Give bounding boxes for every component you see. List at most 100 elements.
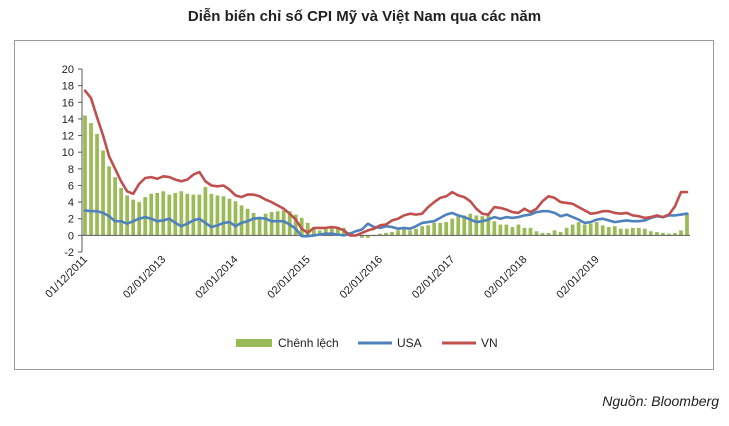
bar-chenh-lech [101,150,105,236]
bar-chenh-lech [155,192,160,236]
bar-chenh-lech [474,215,479,236]
bar-chenh-lech [360,235,364,238]
bar-chenh-lech [432,222,437,236]
source-note: Nguồn: Bloomberg [602,393,719,409]
bar-chenh-lech [655,232,659,236]
y-tick-label: 18 [62,81,74,93]
bar-chenh-lech [227,198,232,236]
bar-chenh-lech [504,224,509,236]
bar-chenh-lech [390,232,394,236]
bar-chenh-lech [486,215,491,236]
bar-chenh-lech [420,226,424,236]
bar-chenh-lech [95,133,99,236]
bar-chenh-lech [649,231,653,236]
x-tick-label: 02/01/2019 [554,254,601,301]
y-tick-label: 20 [62,64,74,76]
bar-chenh-lech [329,227,334,236]
bar-chenh-lech [618,228,623,236]
bar-chenh-lech [161,191,166,236]
bar-chenh-lech [438,222,443,236]
bar-chenh-lech [552,230,557,236]
bar-chenh-lech [125,195,130,236]
bar-chenh-lech [576,222,581,236]
y-tick-label: 14 [62,114,74,126]
bar-chenh-lech [215,195,220,236]
bar-chenh-lech [107,166,111,236]
legend-label-usa: USA [397,336,422,350]
bar-chenh-lech [197,194,202,236]
bar-chenh-lech [281,210,286,236]
bar-chenh-lech [528,227,533,236]
x-tick-label: 02/01/2018 [482,254,529,301]
x-tick-label: 02/01/2016 [338,254,385,301]
legend-label-vn: VN [481,336,498,350]
bar-chenh-lech [167,194,172,236]
bar-chenh-lech [564,227,569,236]
y-tick-label: -2 [64,247,74,259]
bar-chenh-lech [191,194,196,236]
bar-chenh-lech [89,123,93,236]
bar-chenh-lech [366,235,370,238]
bar-chenh-lech [642,228,647,236]
bar-chenh-lech [468,213,473,236]
y-tick-label: 10 [62,147,74,159]
bar-chenh-lech [540,232,545,236]
bar-chenh-lech [257,217,262,236]
bar-chenh-lech [630,227,635,236]
bar-chenh-lech [396,230,400,236]
bar-chenh-lech [233,201,238,236]
x-tick-label: 02/01/2015 [265,254,312,301]
bar-chenh-lech [269,212,274,236]
y-tick-label: 6 [68,180,74,192]
bar-chenh-lech [588,223,593,236]
bar-chenh-lech [546,232,551,236]
bar-chenh-lech [480,216,485,236]
bar-chenh-lech [606,227,611,236]
legend: Chênh lệch USA VN [236,336,498,350]
bar-chenh-lech [661,232,665,236]
bar-chenh-lech [384,232,388,236]
bar-chenh-lech [612,226,617,236]
y-tick-label: 16 [62,97,74,109]
x-tick-label: 02/01/2013 [121,254,168,301]
bar-chenh-lech [534,231,539,236]
bar-chenh-lech [426,225,431,236]
bar-chenh-lech [239,205,244,236]
bar-chenh-lech [378,233,382,236]
bar-chenh-lech [149,193,154,236]
bar-chenh-lech [179,191,184,236]
bar-chenh-lech [275,211,280,236]
bar-chenh-lech [444,222,449,236]
bar-chenh-lech [685,212,689,236]
bar-chenh-lech [450,218,455,236]
bar-chenh-lech [594,222,599,236]
bar-chenh-lech [673,232,677,236]
bar-chenh-lech [510,227,515,236]
y-tick-label: 0 [68,230,74,242]
bar-chenh-lech [456,215,461,236]
bar-chenh-lech [414,228,418,236]
y-tick-label: 4 [68,197,74,209]
line-vn [83,89,689,237]
bar-chenh-lech [293,214,298,236]
y-tick-label: 8 [68,164,74,176]
bar-chenh-lech [317,230,322,236]
bars-chenh-lech [83,115,689,238]
bar-chenh-lech [335,227,340,236]
bar-chenh-lech [173,192,178,236]
bar-chenh-lech [558,232,563,236]
bar-chenh-lech [83,115,87,236]
bar-chenh-lech [624,228,629,236]
bar-chenh-lech [570,224,575,236]
bar-chenh-lech [251,212,256,236]
bar-chenh-lech [305,222,310,236]
legend-label-chenh-lech: Chênh lệch [278,336,339,350]
x-tick-label: 02/01/2014 [193,254,240,301]
bar-chenh-lech [600,225,605,236]
legend-swatch-chenh-lech [236,339,272,347]
chart-frame [14,40,714,370]
bar-chenh-lech [203,187,208,236]
bar-chenh-lech [498,224,503,236]
bar-chenh-lech [582,224,587,236]
bar-chenh-lech [119,187,123,236]
